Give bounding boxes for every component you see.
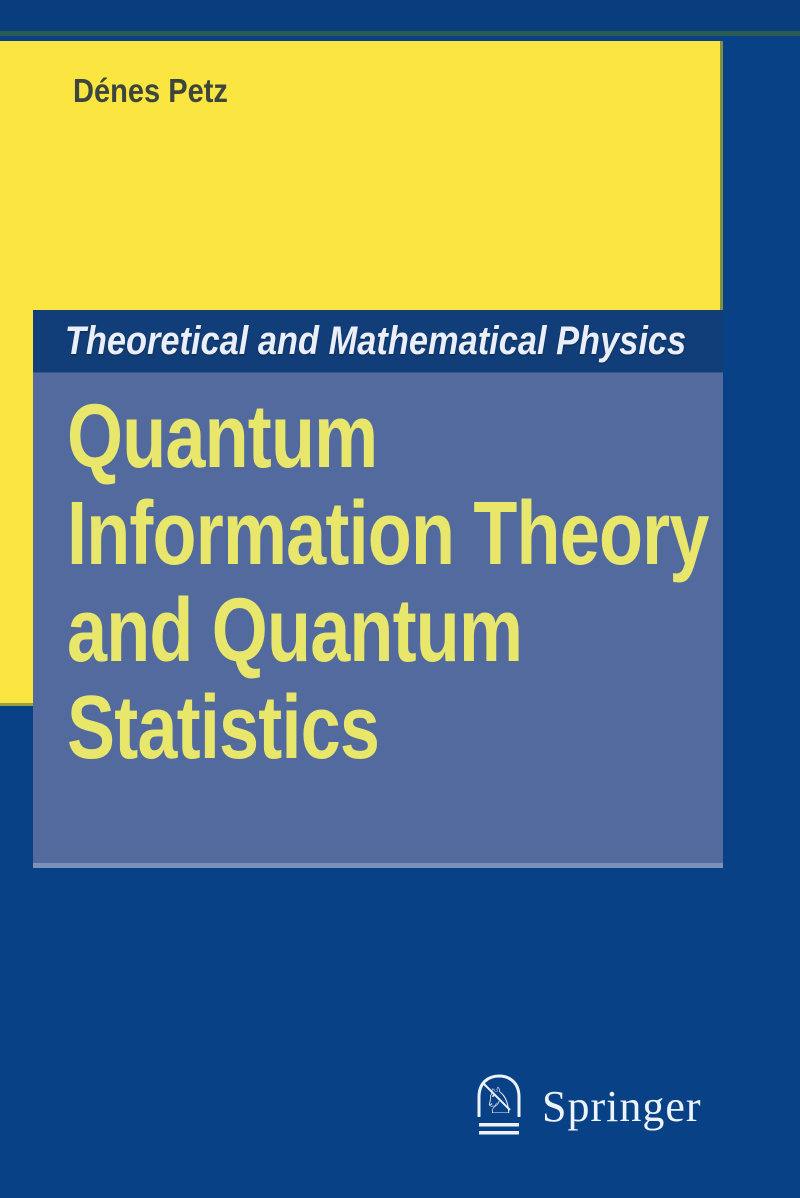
springer-knight-horse-icon: ♘ [477, 1074, 521, 1135]
title-line-1: Quantum [67, 387, 378, 487]
yellow-left-column [0, 310, 33, 706]
publisher-logo: ♘ Springer [470, 1072, 702, 1140]
title-panel: Quantum Information Theory and Quantum S… [33, 372, 723, 868]
title-line-2: Information Theory [67, 484, 709, 584]
book-title: Quantum Information Theory and Quantum S… [67, 389, 723, 777]
yellow-panel [0, 41, 723, 310]
author-name: Dénes Petz [73, 72, 228, 109]
series-band: Theoretical and Mathematical Physics [33, 310, 723, 372]
title-line-3: and Quantum [67, 581, 523, 681]
publisher-name: Springer [542, 1081, 702, 1131]
top-bar [0, 0, 800, 36]
title-line-4: Statistics [67, 678, 380, 778]
series-title: Theoretical and Mathematical Physics [64, 318, 687, 363]
knight-glyph: ♘ [483, 1081, 515, 1122]
